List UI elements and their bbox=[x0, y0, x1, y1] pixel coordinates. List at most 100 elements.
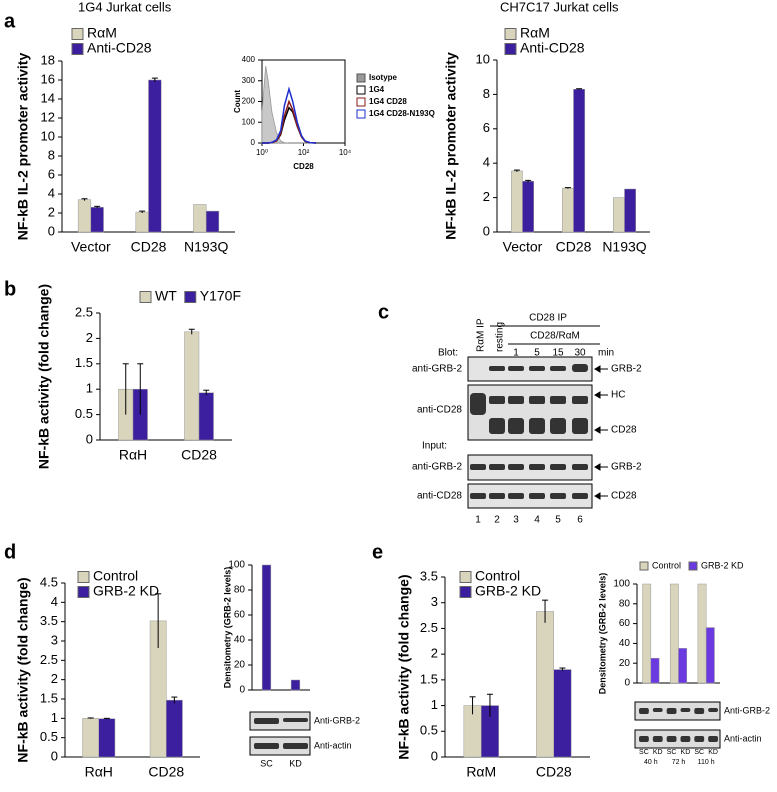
x-tick-label: CD28 bbox=[536, 764, 572, 780]
x-tick-label: 10⁰ bbox=[256, 148, 268, 157]
bar bbox=[522, 181, 534, 233]
band bbox=[680, 736, 691, 742]
legend-swatch bbox=[77, 586, 90, 598]
blot bbox=[634, 701, 721, 721]
band bbox=[666, 708, 677, 714]
bar bbox=[650, 658, 660, 684]
row-label: anti-CD28 bbox=[417, 405, 462, 416]
y-axis-label: NF-kB IL-2 promoter activity bbox=[15, 53, 31, 241]
y-tick-label: 20 bbox=[619, 658, 631, 669]
legend-swatch bbox=[504, 28, 517, 40]
y-tick-label: 14 bbox=[41, 90, 55, 105]
legend-swatch bbox=[139, 291, 152, 303]
blot-c: c RαM IP CD28 IP resting CD28/RαM Blot: … bbox=[378, 301, 642, 525]
x-tick-label: 72 h bbox=[672, 759, 686, 766]
bar bbox=[697, 583, 707, 684]
legend-label: Control bbox=[93, 568, 138, 584]
x-tick-label: CD28 bbox=[148, 764, 184, 780]
band-label: CD28 bbox=[611, 425, 637, 436]
legend-swatch bbox=[77, 571, 90, 583]
time-label: 5 bbox=[534, 348, 540, 359]
band bbox=[694, 708, 705, 714]
y-tick-label: 16 bbox=[41, 71, 55, 86]
time-label: 1 bbox=[513, 348, 519, 359]
histogram-line bbox=[261, 66, 316, 144]
x-tick-label: 10⁴ bbox=[339, 148, 352, 157]
y-axis-label: NF-kB IL-2 promoter activity bbox=[443, 52, 459, 240]
y-axis-label: Densitometry (GRB-2 levels) bbox=[222, 567, 232, 689]
y-tick-label: 40 bbox=[234, 635, 246, 646]
lane-label: 3 bbox=[513, 515, 519, 526]
chart-title: CH7C17 Jurkat cells bbox=[500, 0, 619, 14]
legend-label: Y170F bbox=[200, 288, 241, 304]
legend-label: 1G4 bbox=[369, 85, 385, 94]
legend-swatch bbox=[504, 43, 517, 55]
bar bbox=[198, 392, 214, 441]
y-tick-label: 1 bbox=[431, 697, 438, 712]
x-tick-label: RαH bbox=[85, 764, 113, 780]
y-tick-label: 80 bbox=[234, 585, 246, 596]
bar bbox=[135, 211, 149, 233]
y-tick-label: 60 bbox=[619, 618, 631, 629]
x-tick-label: N193Q bbox=[184, 239, 228, 255]
legend-label: Anti-CD28 bbox=[520, 40, 585, 56]
y-tick-label: 1.5 bbox=[420, 671, 438, 686]
panel-label: e bbox=[372, 541, 383, 563]
y-tick-label: 1.5 bbox=[40, 690, 58, 705]
lane-label: 5 bbox=[555, 515, 561, 526]
blot bbox=[634, 729, 721, 749]
y-tick-label: 0 bbox=[86, 431, 93, 446]
y-tick-label: 20 bbox=[234, 660, 246, 671]
y-tick-label: 12 bbox=[41, 109, 55, 124]
legend-label: Isotype bbox=[369, 73, 398, 82]
band bbox=[652, 736, 663, 742]
bar bbox=[613, 197, 625, 233]
bar bbox=[678, 648, 688, 684]
time-label: 30 bbox=[574, 348, 586, 359]
legend-swatch bbox=[71, 28, 84, 40]
legend-swatch bbox=[356, 85, 366, 95]
legend-swatch bbox=[356, 109, 366, 119]
stim-label: CD28/RαM bbox=[530, 331, 580, 342]
y-tick-label: 2.5 bbox=[75, 304, 93, 319]
legend-label: Control bbox=[475, 568, 520, 584]
y-tick-label: 0 bbox=[51, 748, 58, 763]
band bbox=[283, 743, 308, 749]
legend-label: Control bbox=[652, 560, 681, 570]
bar bbox=[669, 583, 679, 684]
row-label: Input: bbox=[422, 441, 447, 452]
lane-label: SC bbox=[667, 749, 677, 756]
y-tick-label: 8 bbox=[48, 147, 55, 162]
x-tick-label: RαM bbox=[466, 764, 496, 780]
bar bbox=[573, 88, 585, 233]
bar bbox=[148, 79, 162, 233]
bar bbox=[562, 187, 574, 233]
y-tick-label: 2 bbox=[431, 646, 438, 661]
panel-label: c bbox=[378, 301, 389, 323]
lane-label: KD bbox=[289, 758, 302, 768]
ip-control-label: RαM IP bbox=[476, 318, 487, 352]
band bbox=[283, 718, 308, 722]
y-tick-label: 0.5 bbox=[75, 406, 93, 421]
bar bbox=[205, 210, 220, 233]
blot-label: Anti-GRB-2 bbox=[724, 705, 770, 715]
resting-label: resting bbox=[495, 322, 506, 352]
legend-swatch bbox=[459, 586, 472, 598]
bar bbox=[261, 564, 272, 691]
x-tick-label: CD28 bbox=[181, 447, 217, 463]
lane-label: KD bbox=[708, 749, 718, 756]
legend-swatch bbox=[688, 561, 698, 571]
y-tick-label: 6 bbox=[483, 120, 490, 135]
y-tick-label: 0 bbox=[239, 685, 245, 696]
legend-label: RαM bbox=[520, 25, 550, 41]
y-axis-label: NF-kB activity (fold change) bbox=[36, 284, 52, 469]
band bbox=[639, 708, 649, 714]
y-tick-label: 2.5 bbox=[420, 620, 438, 635]
y-tick-label: 300 bbox=[242, 76, 256, 85]
band bbox=[666, 736, 677, 742]
y-tick-label: 400 bbox=[242, 55, 256, 64]
y-tick-label: 0 bbox=[431, 748, 438, 763]
y-tick-label: 3 bbox=[51, 632, 58, 647]
